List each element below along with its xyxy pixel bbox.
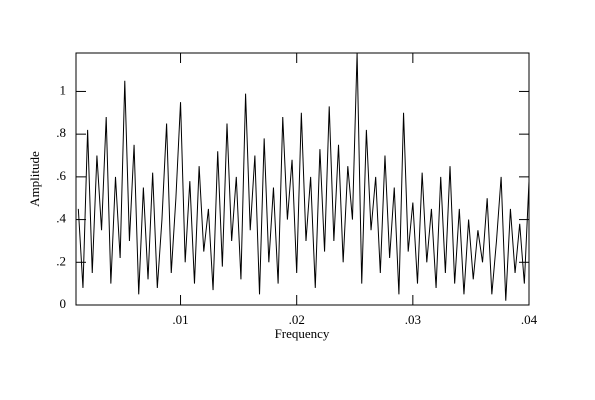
- y-tick-label: .6: [56, 168, 66, 183]
- plot-frame: [75, 52, 530, 306]
- x-tick-label: .02: [289, 312, 305, 327]
- data-line: [77, 52, 530, 301]
- y-tick-label: .8: [56, 125, 66, 140]
- y-tick-label: 0: [60, 296, 67, 311]
- y-tick-label: .2: [56, 253, 66, 268]
- x-axis-label: Frequency: [275, 326, 330, 341]
- x-tick-label: .03: [405, 312, 421, 327]
- y-tick-label: .4: [56, 211, 66, 226]
- y-axis-label: Amplitude: [27, 151, 42, 207]
- x-tick-label: .01: [172, 312, 188, 327]
- x-tick-label: .04: [521, 312, 538, 327]
- y-tick-label: 1: [60, 82, 67, 97]
